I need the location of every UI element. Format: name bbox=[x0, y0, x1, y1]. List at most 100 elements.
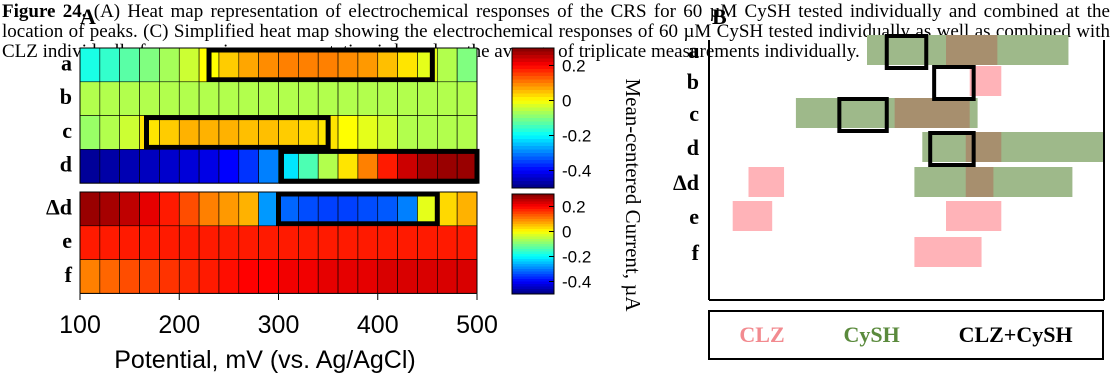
heatmap-cell bbox=[99, 81, 120, 116]
b-row-label: f bbox=[692, 240, 700, 265]
heatmap-cell bbox=[436, 191, 458, 227]
heatmap-cell bbox=[317, 191, 339, 227]
colorbar-segment bbox=[512, 214, 554, 217]
heatmap-cell bbox=[99, 115, 120, 150]
heatmap-cell bbox=[337, 115, 359, 150]
row-label-d: d bbox=[60, 152, 72, 177]
heatmap-cell bbox=[258, 225, 279, 260]
heatmap-cell bbox=[139, 259, 160, 294]
colorbar-segment bbox=[512, 128, 554, 133]
heatmap-cell bbox=[456, 259, 478, 294]
colorbar-segment bbox=[512, 239, 554, 242]
row-label-Δd: Δd bbox=[46, 194, 72, 219]
colorbar-segment bbox=[512, 194, 554, 197]
heatmap-cell bbox=[397, 191, 418, 227]
colorbar-segment bbox=[512, 163, 554, 168]
colorbar-segment bbox=[512, 65, 554, 70]
colorbar-segment bbox=[512, 221, 554, 225]
colorbar-tick-label: -0.4 bbox=[562, 273, 591, 292]
heatmap-cell bbox=[139, 149, 160, 184]
colorbar-segment bbox=[512, 251, 554, 255]
row-label-a: a bbox=[61, 50, 72, 75]
colorbar-segment bbox=[512, 244, 554, 247]
colorbar-segment bbox=[512, 142, 554, 147]
colorbar-segment bbox=[512, 271, 554, 275]
colorbar-segment bbox=[512, 284, 554, 287]
heatmap-cell bbox=[298, 191, 319, 227]
colorbar-segment bbox=[512, 196, 554, 200]
heatmap-cell bbox=[456, 81, 478, 116]
b-row-label: d bbox=[687, 135, 699, 160]
heatmap-cell bbox=[119, 225, 140, 260]
heatmap-cell bbox=[456, 115, 478, 150]
heatmap-cell bbox=[298, 259, 319, 294]
heatmap-cell bbox=[278, 259, 299, 294]
heatmap-cell bbox=[258, 115, 279, 150]
heatmap-cell bbox=[218, 259, 240, 294]
heatmap-cell bbox=[198, 81, 220, 116]
heatmap-cell bbox=[278, 191, 299, 227]
colorbar-segment bbox=[512, 156, 554, 161]
heatmap-cell bbox=[178, 81, 200, 116]
x-tick-label: 300 bbox=[258, 311, 300, 339]
heatmap-cell bbox=[178, 259, 200, 294]
heatmap-cell bbox=[436, 115, 458, 150]
colorbar-segment bbox=[512, 231, 554, 235]
bar-clz bbox=[914, 237, 982, 267]
heatmap-cell bbox=[258, 191, 279, 227]
colorbar-segment bbox=[512, 286, 554, 290]
colorbar-segment bbox=[512, 259, 554, 262]
heatmap-cell bbox=[377, 191, 398, 227]
colorbar-segment bbox=[512, 100, 554, 105]
colorbar-segment bbox=[512, 146, 554, 150]
x-tick-label: 100 bbox=[59, 311, 101, 339]
heatmap-cell bbox=[357, 149, 379, 184]
legend: CLZ CySH CLZ+CySH bbox=[708, 310, 1104, 360]
colorbar-tick-label: -0.4 bbox=[562, 162, 591, 181]
heatmap-cell bbox=[317, 259, 339, 294]
colorbar-segment bbox=[512, 181, 554, 185]
heatmap-cell bbox=[258, 259, 279, 294]
colorbar-segment bbox=[512, 114, 554, 119]
bar-overlap bbox=[965, 132, 1002, 162]
heatmap-cell bbox=[377, 225, 398, 260]
heatmap-cell bbox=[119, 47, 140, 83]
colorbar-segment bbox=[512, 291, 554, 295]
heatmap-cell bbox=[238, 191, 259, 227]
row-label-f: f bbox=[65, 262, 73, 287]
colorbar-segment bbox=[512, 254, 554, 257]
colorbar-segment bbox=[512, 76, 554, 80]
y-axis-label: Mean-centered Current, µA bbox=[621, 78, 645, 312]
heatmap-cell bbox=[139, 81, 160, 116]
colorbar-segment bbox=[512, 249, 554, 252]
heatmap-cell bbox=[218, 149, 240, 184]
colorbar-segment bbox=[512, 170, 554, 175]
colorbar-segment bbox=[512, 72, 554, 77]
bar-overlap bbox=[946, 35, 998, 65]
colorbar-segment bbox=[512, 69, 554, 73]
heatmap-cell bbox=[139, 191, 160, 227]
heatmap-cell bbox=[119, 149, 140, 184]
heatmap-cell bbox=[436, 149, 458, 184]
heatmap-cell bbox=[238, 115, 259, 150]
heatmap-cell bbox=[79, 115, 101, 150]
colorbar-segment bbox=[512, 219, 554, 222]
combo-box bbox=[932, 65, 976, 101]
heatmap-cell bbox=[198, 115, 220, 150]
b-row-label: c bbox=[689, 101, 699, 126]
heatmap-cell bbox=[298, 47, 319, 83]
heatmap-cell bbox=[79, 149, 101, 184]
colorbar-segment bbox=[512, 79, 554, 84]
heatmap-cell bbox=[397, 149, 418, 184]
heatmap-cell bbox=[298, 115, 319, 150]
colorbar-segment bbox=[512, 149, 554, 154]
heatmap-cell bbox=[417, 259, 438, 294]
colorbar-segment bbox=[512, 274, 554, 277]
heatmap-cell bbox=[238, 225, 259, 260]
heatmap-cell bbox=[218, 47, 240, 83]
heatmap-cell bbox=[159, 259, 180, 294]
colorbar-segment bbox=[512, 153, 554, 157]
heatmap-cell bbox=[99, 225, 120, 260]
colorbar-segment bbox=[512, 204, 554, 207]
heatmap-cell bbox=[258, 81, 279, 116]
